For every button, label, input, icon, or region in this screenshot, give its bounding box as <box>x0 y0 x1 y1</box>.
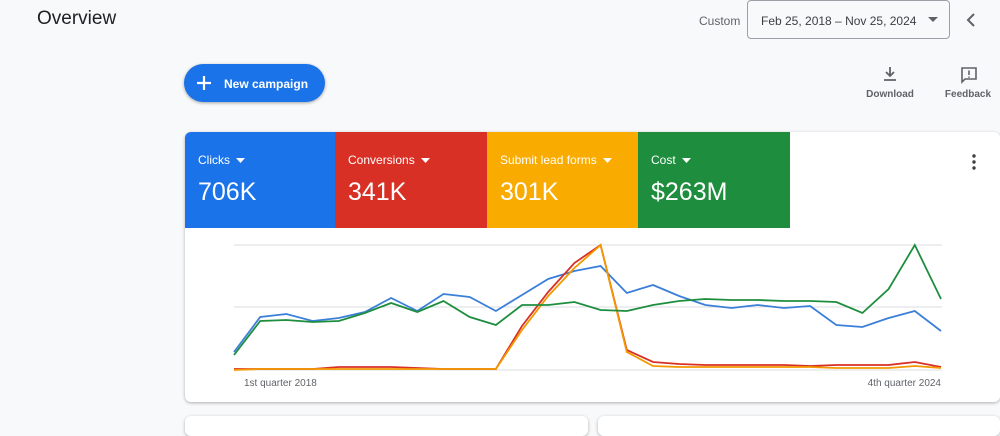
metric-tile[interactable]: Conversions 341K <box>335 132 487 228</box>
metric-label: Conversions <box>348 153 431 167</box>
summary-card <box>185 416 588 436</box>
chart: 1st quarter 2018 4th quarter 2024 <box>233 243 942 389</box>
feedback-label: Feedback <box>944 89 992 100</box>
more-icon[interactable] <box>971 154 977 170</box>
page-title: Overview <box>37 8 117 29</box>
new-campaign-button[interactable]: New campaign <box>184 64 325 102</box>
series-line <box>233 265 942 353</box>
collapse-icon[interactable] <box>964 12 978 28</box>
range-label: Custom <box>699 14 741 28</box>
dropdown-icon <box>603 158 613 163</box>
dropdown-icon <box>421 158 431 163</box>
series-line <box>233 243 942 371</box>
plus-icon <box>197 76 211 90</box>
x-end-label: 4th quarter 2024 <box>868 378 942 389</box>
metric-tile[interactable]: Submit lead forms 301K <box>487 132 638 228</box>
dropdown-icon <box>682 158 692 163</box>
metric-label: Cost <box>651 153 692 167</box>
date-picker[interactable]: Feb 25, 2018 – Nov 25, 2024 <box>747 0 950 39</box>
page: Overview Custom Feb 25, 2018 – Nov 25, 2… <box>37 0 1000 402</box>
metric-label: Submit lead forms <box>500 153 613 167</box>
series-line <box>234 243 942 370</box>
metric-tile[interactable]: Cost $263M <box>638 132 790 228</box>
metric-value: 301K <box>500 178 559 206</box>
metric-tile[interactable]: Clicks 706K <box>185 132 335 228</box>
button-label: New campaign <box>224 77 309 91</box>
dropdown-icon <box>928 17 938 22</box>
metric-label: Clicks <box>198 153 246 167</box>
metric-name: Submit lead forms <box>500 153 597 167</box>
overview-card: Clicks 706K Conversions 341K Submit lead f… <box>185 132 1000 402</box>
metric-name: Cost <box>651 153 676 167</box>
metric-value: $263M <box>651 178 728 206</box>
metric-value: 706K <box>198 178 257 206</box>
metric-name: Clicks <box>198 153 230 167</box>
download-icon <box>884 67 896 81</box>
dropdown-icon <box>236 158 246 163</box>
metric-name: Conversions <box>348 153 415 167</box>
summary-card <box>598 416 1000 436</box>
x-start-label: 1st quarter 2018 <box>244 378 317 389</box>
series-line <box>233 243 942 356</box>
metric-value: 341K <box>348 178 407 206</box>
date-range: Feb 25, 2018 – Nov 25, 2024 <box>761 14 917 28</box>
download-label: Download <box>866 89 914 100</box>
feedback-icon <box>961 67 977 84</box>
